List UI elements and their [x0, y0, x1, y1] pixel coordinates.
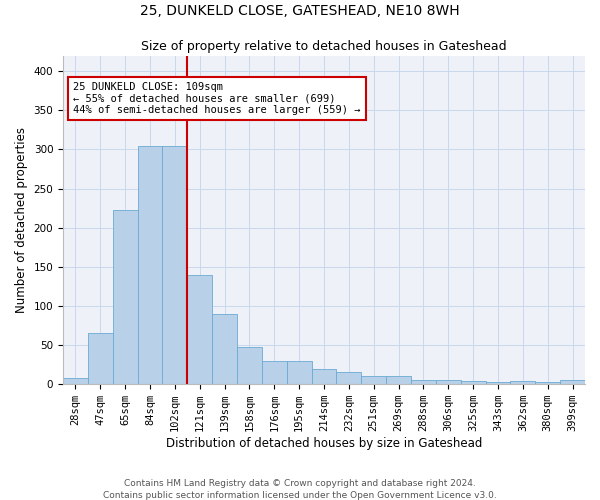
Bar	[212, 314, 237, 384]
Bar	[113, 210, 137, 384]
Bar	[187, 274, 212, 384]
Bar	[137, 146, 163, 384]
Y-axis label: Number of detached properties: Number of detached properties	[15, 127, 28, 313]
Bar	[386, 376, 411, 384]
Bar	[461, 381, 485, 384]
Bar	[535, 382, 560, 384]
Bar	[311, 370, 337, 384]
Text: Contains HM Land Registry data © Crown copyright and database right 2024.
Contai: Contains HM Land Registry data © Crown c…	[103, 478, 497, 500]
Bar	[560, 380, 585, 384]
Bar	[63, 378, 88, 384]
Bar	[411, 380, 436, 384]
Text: 25 DUNKELD CLOSE: 109sqm
← 55% of detached houses are smaller (699)
44% of semi-: 25 DUNKELD CLOSE: 109sqm ← 55% of detach…	[73, 82, 361, 115]
X-axis label: Distribution of detached houses by size in Gateshead: Distribution of detached houses by size …	[166, 437, 482, 450]
Bar	[361, 376, 386, 384]
Bar	[337, 372, 361, 384]
Bar	[163, 146, 187, 384]
Text: 25, DUNKELD CLOSE, GATESHEAD, NE10 8WH: 25, DUNKELD CLOSE, GATESHEAD, NE10 8WH	[140, 4, 460, 18]
Bar	[511, 381, 535, 384]
Bar	[237, 348, 262, 384]
Title: Size of property relative to detached houses in Gateshead: Size of property relative to detached ho…	[141, 40, 507, 53]
Bar	[262, 360, 287, 384]
Bar	[287, 360, 311, 384]
Bar	[436, 380, 461, 384]
Bar	[485, 382, 511, 384]
Bar	[88, 334, 113, 384]
